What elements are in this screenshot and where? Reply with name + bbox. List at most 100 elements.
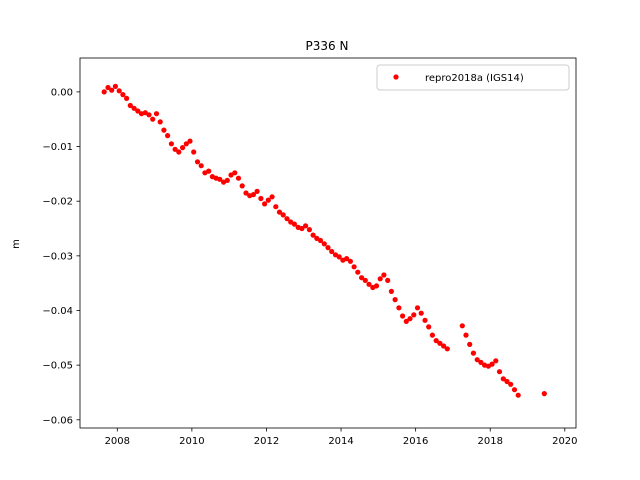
data-point <box>400 313 406 319</box>
data-point <box>109 87 115 93</box>
data-point <box>228 172 234 178</box>
data-point <box>463 332 469 338</box>
y-tick-label: −0.02 <box>42 197 73 208</box>
data-point <box>276 209 283 215</box>
data-point <box>101 89 107 95</box>
x-tick-label: 2014 <box>328 436 353 447</box>
legend-marker <box>393 74 399 80</box>
data-point <box>258 195 264 202</box>
data-point <box>157 119 163 125</box>
axes: 2008 2010 2012 2014 2016 2018 2020 0.00 −0.01 −0.… <box>42 57 578 447</box>
data-point <box>262 201 268 207</box>
chart-title: P336 N <box>306 39 349 53</box>
data-point <box>489 361 495 367</box>
data-points <box>101 83 547 398</box>
plot-frame <box>79 57 577 429</box>
x-tick-label: 2012 <box>254 436 279 447</box>
data-point <box>235 175 242 181</box>
data-point <box>403 318 409 324</box>
x-tick-label: 2018 <box>477 436 502 447</box>
data-point <box>224 177 230 183</box>
y-tick-label: −0.01 <box>42 142 73 153</box>
data-point <box>541 391 547 397</box>
data-point <box>433 338 439 344</box>
y-tick-label: −0.03 <box>42 251 73 262</box>
data-point <box>273 204 279 210</box>
data-point <box>429 332 435 338</box>
data-point <box>191 149 197 155</box>
data-point <box>165 133 171 139</box>
x-tick-label: 2020 <box>552 436 577 447</box>
data-point <box>161 127 167 133</box>
y-tick-label: −0.04 <box>42 306 73 317</box>
data-point <box>396 305 402 311</box>
data-point <box>325 245 331 251</box>
data-point <box>411 312 417 318</box>
data-point <box>198 163 204 169</box>
data-point <box>437 340 443 346</box>
data-point <box>105 84 111 91</box>
data-point <box>243 190 249 196</box>
data-point <box>168 141 174 147</box>
data-point <box>187 138 193 144</box>
data-point <box>351 264 357 270</box>
data-point <box>422 317 428 323</box>
data-point <box>362 277 368 283</box>
data-point <box>265 197 271 203</box>
data-point <box>217 176 223 182</box>
data-point <box>303 223 309 229</box>
data-point <box>299 225 305 232</box>
data-point <box>478 359 484 365</box>
data-point <box>112 83 118 89</box>
data-point <box>291 221 297 227</box>
data-point <box>347 258 353 264</box>
data-point <box>239 183 245 189</box>
data-point <box>329 248 335 255</box>
y-tick-label: −0.05 <box>42 361 73 372</box>
data-point <box>496 369 503 375</box>
data-point <box>280 212 286 218</box>
y-tick-label: −0.06 <box>42 415 73 426</box>
data-point <box>120 92 126 98</box>
data-point <box>183 141 189 147</box>
data-point <box>284 216 290 222</box>
data-point <box>392 297 398 303</box>
data-point <box>172 146 178 152</box>
y-tick-label: 0.00 <box>51 87 73 98</box>
data-point <box>355 269 361 275</box>
legend-box <box>376 64 570 91</box>
data-point <box>470 350 476 356</box>
data-point <box>504 378 510 385</box>
data-point <box>336 254 342 260</box>
data-point <box>407 316 413 322</box>
data-point <box>467 341 473 347</box>
data-point <box>206 168 212 174</box>
data-point <box>426 324 432 330</box>
data-point <box>250 192 256 198</box>
data-point <box>388 288 394 294</box>
data-point <box>385 277 391 283</box>
data-point <box>373 283 380 289</box>
data-point <box>377 276 383 282</box>
data-point <box>474 357 480 363</box>
data-point <box>180 145 186 151</box>
data-point <box>359 275 365 281</box>
legend: repro2018a (IGS14) <box>376 64 570 91</box>
data-point <box>344 256 350 262</box>
data-point <box>381 272 387 278</box>
data-point <box>511 387 518 393</box>
data-point <box>127 102 133 109</box>
data-point <box>124 95 130 101</box>
data-point <box>508 381 514 387</box>
data-point <box>135 108 141 114</box>
data-point <box>146 112 152 118</box>
x-tick-label: 2010 <box>179 436 204 447</box>
data-point <box>306 227 312 233</box>
data-point <box>321 241 327 247</box>
data-point <box>194 159 201 165</box>
data-point <box>232 170 238 176</box>
data-point <box>493 358 499 364</box>
data-point <box>414 305 421 311</box>
data-point <box>444 346 450 352</box>
